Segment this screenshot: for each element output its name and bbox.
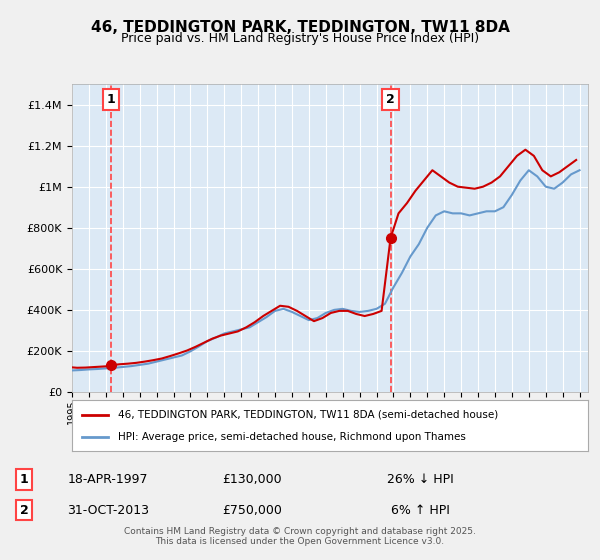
Text: HPI: Average price, semi-detached house, Richmond upon Thames: HPI: Average price, semi-detached house,… bbox=[118, 432, 466, 442]
Text: £750,000: £750,000 bbox=[222, 503, 282, 517]
Text: 2: 2 bbox=[20, 503, 28, 517]
Text: 2: 2 bbox=[386, 93, 395, 106]
Text: 6% ↑ HPI: 6% ↑ HPI bbox=[391, 503, 449, 517]
Text: Contains HM Land Registry data © Crown copyright and database right 2025.
This d: Contains HM Land Registry data © Crown c… bbox=[124, 526, 476, 546]
Text: 1: 1 bbox=[20, 473, 28, 486]
Text: Price paid vs. HM Land Registry's House Price Index (HPI): Price paid vs. HM Land Registry's House … bbox=[121, 32, 479, 45]
Text: 46, TEDDINGTON PARK, TEDDINGTON, TW11 8DA: 46, TEDDINGTON PARK, TEDDINGTON, TW11 8D… bbox=[91, 20, 509, 35]
Text: 1: 1 bbox=[107, 93, 115, 106]
Text: 26% ↓ HPI: 26% ↓ HPI bbox=[386, 473, 454, 486]
Text: 31-OCT-2013: 31-OCT-2013 bbox=[67, 503, 149, 517]
Text: 46, TEDDINGTON PARK, TEDDINGTON, TW11 8DA (semi-detached house): 46, TEDDINGTON PARK, TEDDINGTON, TW11 8D… bbox=[118, 409, 499, 419]
Text: £130,000: £130,000 bbox=[222, 473, 282, 486]
Text: 18-APR-1997: 18-APR-1997 bbox=[68, 473, 148, 486]
